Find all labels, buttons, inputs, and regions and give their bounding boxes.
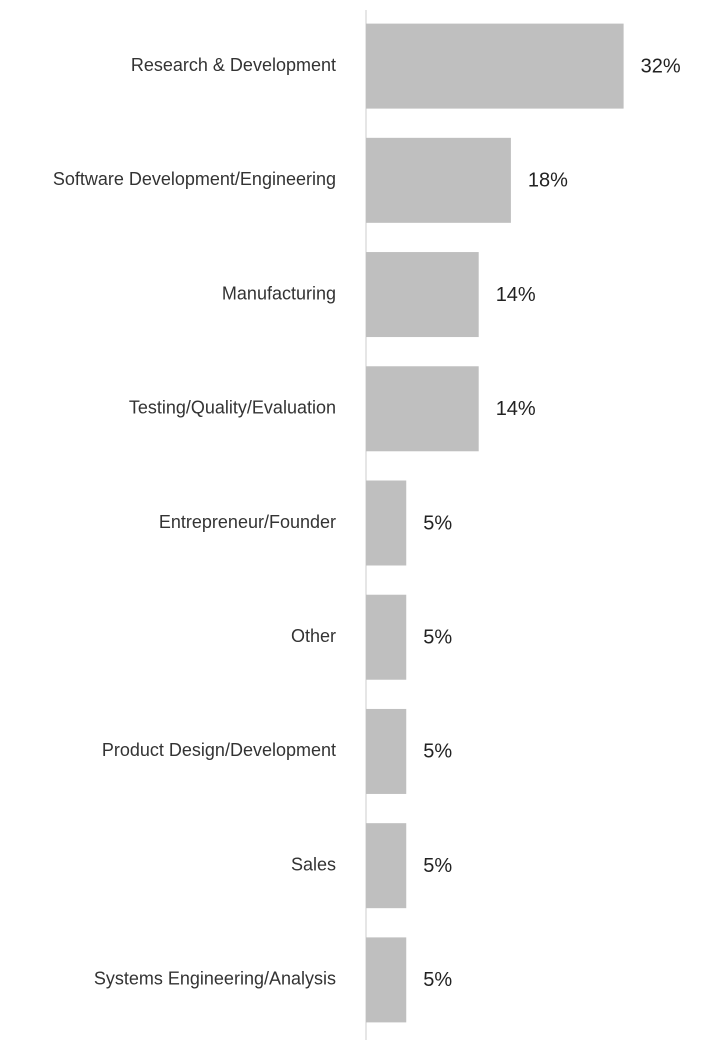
- value-label: 5%: [423, 627, 452, 649]
- category-label: Sales: [291, 854, 336, 874]
- value-label: 14%: [496, 398, 536, 420]
- bar: [366, 366, 479, 452]
- category-label: Systems Engineering/Analysis: [94, 969, 336, 989]
- category-label: Testing/Quality/Evaluation: [129, 398, 336, 418]
- value-label: 5%: [423, 741, 452, 763]
- category-label: Research & Development: [131, 55, 336, 75]
- value-label: 5%: [423, 512, 452, 534]
- category-label: Entrepreneur/Founder: [159, 512, 336, 532]
- value-label: 5%: [423, 969, 452, 991]
- value-label: 18%: [528, 170, 568, 192]
- value-label: 32%: [641, 55, 681, 77]
- category-label: Product Design/Development: [102, 740, 336, 760]
- bar: [366, 252, 479, 338]
- bar: [366, 137, 511, 223]
- value-label: 14%: [496, 284, 536, 306]
- bar: [366, 823, 407, 909]
- category-label: Manufacturing: [222, 283, 336, 303]
- bar: [366, 594, 407, 680]
- bar: [366, 480, 407, 566]
- category-label: Software Development/Engineering: [53, 169, 336, 189]
- bar: [366, 23, 624, 109]
- bar: [366, 937, 407, 1023]
- bar: [366, 708, 407, 794]
- category-label: Other: [291, 626, 336, 646]
- value-label: 5%: [423, 855, 452, 877]
